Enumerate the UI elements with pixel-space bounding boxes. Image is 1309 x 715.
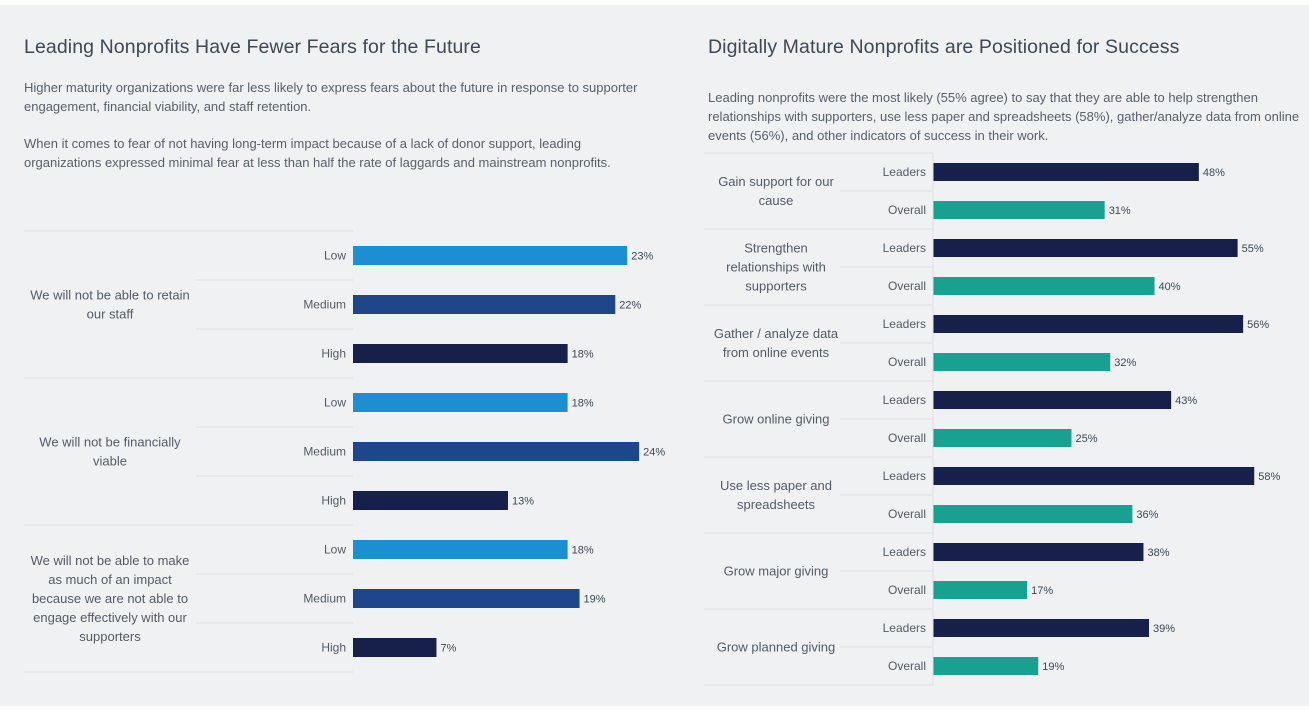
value-label: 18% (572, 545, 594, 557)
row-label-low: Low (324, 396, 346, 410)
row-label-overall: Overall (888, 583, 926, 597)
category-label-gain-support-for-our-cause: Gain support for our cause (718, 174, 834, 208)
row-label-high: High (321, 347, 346, 361)
bar-gather-analyze-data-from-onlin-leaders (933, 315, 1244, 333)
bar-gather-analyze-data-from-onlin-overall (933, 353, 1111, 371)
category-label-we-will-not-be-financially-viable: We will not be financially viable (39, 435, 181, 469)
bar-grow-planned-giving-overall (933, 657, 1039, 675)
category-label-use-less-paper-and-spreadsheets: Use less paper and spreadsheets (720, 478, 832, 512)
row-label-overall: Overall (888, 507, 926, 521)
row-label-leaders: Leaders (883, 241, 926, 255)
value-label: 43% (1175, 395, 1197, 407)
bar-we-will-not-be-able-to-make-as-high (353, 638, 437, 657)
bar-we-will-not-be-financially-via-medium (353, 442, 640, 461)
row-label-leaders: Leaders (883, 317, 926, 331)
value-label: 58% (1258, 471, 1280, 483)
success-paragraph: Leading nonprofits were the most likely … (708, 90, 1300, 143)
value-label: 55% (1242, 243, 1264, 255)
bar-we-will-not-be-able-to-retain--medium (353, 295, 616, 314)
category-label-we-will-not-be-able-to-make-as-much-of-an-impact-because-we-are-not-able-to-engage-effectively-with-our-supporters: We will not be able to make as much of an… (31, 553, 190, 644)
row-label-high: High (321, 641, 346, 655)
row-label-medium: Medium (303, 298, 346, 312)
row-label-leaders: Leaders (883, 545, 926, 559)
fears-chart: We will not be able to retain our staff Lo… (24, 230, 665, 673)
value-label: 22% (619, 300, 641, 312)
bar-we-will-not-be-financially-via-high (353, 491, 508, 510)
bar-we-will-not-be-able-to-make-as-medium (353, 589, 580, 608)
bar-gain-support-for-our-cause-overall (933, 201, 1105, 219)
row-label-leaders: Leaders (883, 469, 926, 483)
row-label-leaders: Leaders (883, 393, 926, 407)
row-label-leaders: Leaders (883, 621, 926, 635)
bar-we-will-not-be-able-to-retain--low (353, 246, 628, 265)
value-label: 18% (572, 398, 594, 410)
value-label: 36% (1136, 509, 1158, 521)
row-label-low: Low (324, 249, 346, 263)
value-label: 19% (1042, 661, 1064, 673)
fears-paragraph-2: When it comes to fear of not having long… (24, 136, 611, 170)
dashboard: Leading Nonprofits Have Fewer Fears for … (0, 5, 1309, 706)
row-label-medium: Medium (303, 445, 346, 459)
success-title: Digitally Mature Nonprofits are Position… (708, 36, 1180, 58)
row-label-high: High (321, 494, 346, 508)
value-label: 40% (1159, 281, 1181, 293)
row-label-overall: Overall (888, 659, 926, 673)
row-label-medium: Medium (303, 592, 346, 606)
value-label: 18% (572, 349, 594, 361)
value-label: 24% (643, 447, 665, 459)
value-label: 38% (1147, 547, 1169, 559)
bar-grow-online-giving-overall (933, 429, 1072, 447)
success-panel: Digitally Mature Nonprofits are Position… (690, 5, 1309, 706)
category-label-gather-analyze-data-from-online-events: Gather / analyze data from online events (714, 326, 839, 360)
bar-we-will-not-be-able-to-make-as-low (353, 540, 568, 559)
row-label-overall: Overall (888, 279, 926, 293)
category-label-grow-major-giving: Grow major giving (724, 564, 829, 579)
category-label-we-will-not-be-able-to-retain-our-staff: We will not be able to retain our staff (30, 288, 189, 322)
success-chart: Gain support for our cause Leaders 48% Overa… (704, 152, 1280, 686)
value-label: 19% (584, 594, 606, 606)
bar-use-less-paper-and-spreadsheet-overall (933, 505, 1133, 523)
row-label-overall: Overall (888, 431, 926, 445)
category-label-grow-online-giving: Grow online giving (723, 412, 830, 427)
fears-panel: Leading Nonprofits Have Fewer Fears for … (0, 5, 690, 706)
bar-grow-major-giving-leaders (933, 543, 1144, 561)
bar-we-will-not-be-able-to-retain--high (353, 344, 568, 363)
bar-strengthen-relationships-with--overall (933, 277, 1155, 295)
category-label-grow-planned-giving: Grow planned giving (717, 640, 836, 655)
category-label-strengthen-relationships-with-supporters: Strengthen relationships with supporters (726, 241, 826, 294)
bar-we-will-not-be-financially-via-low (353, 393, 568, 412)
row-label-overall: Overall (888, 355, 926, 369)
bar-strengthen-relationships-with--leaders (933, 239, 1238, 257)
value-label: 39% (1153, 623, 1175, 635)
bar-gain-support-for-our-cause-leaders (933, 163, 1199, 181)
bar-grow-major-giving-overall (933, 581, 1028, 599)
fears-title: Leading Nonprofits Have Fewer Fears for … (24, 36, 481, 58)
bar-grow-planned-giving-leaders (933, 619, 1149, 637)
value-label: 56% (1247, 319, 1269, 331)
bar-use-less-paper-and-spreadsheet-leaders (933, 467, 1255, 485)
value-label: 25% (1075, 433, 1097, 445)
value-label: 13% (512, 496, 534, 508)
row-label-low: Low (324, 543, 346, 557)
row-label-overall: Overall (888, 203, 926, 217)
value-label: 32% (1114, 357, 1136, 369)
fears-paragraph-1: Higher maturity organizations were far l… (24, 80, 638, 114)
value-label: 48% (1203, 167, 1225, 179)
row-label-leaders: Leaders (883, 165, 926, 179)
value-label: 23% (631, 251, 653, 263)
value-label: 7% (440, 643, 456, 655)
bar-grow-online-giving-leaders (933, 391, 1172, 409)
value-label: 17% (1031, 585, 1053, 597)
value-label: 31% (1109, 205, 1131, 217)
